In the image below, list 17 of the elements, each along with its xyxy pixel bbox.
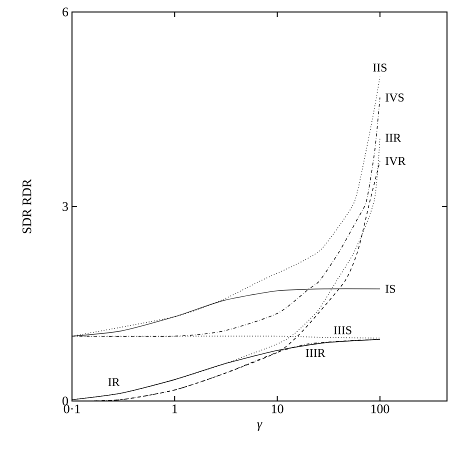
annotation: IVS — [386, 94, 404, 102]
x-tick-label: 0·1 — [64, 404, 80, 414]
y-tick-label: 0 — [62, 396, 68, 406]
y-axis-title: SDR RDR — [22, 178, 32, 234]
y-tick-label: 3 — [62, 202, 68, 211]
x-tick-label: 100 — [371, 404, 390, 414]
annotation: IVR — [386, 157, 406, 166]
annotation: IR — [108, 378, 120, 386]
annotation: IS — [386, 284, 396, 293]
y-tick-label: 6 — [62, 8, 68, 16]
annotation: IIIR — [306, 349, 326, 357]
x-tick-label: 1 — [172, 404, 178, 414]
annotation: IIR — [386, 134, 402, 142]
x-axis-title: γ — [257, 422, 262, 431]
x-tick-label: 10 — [272, 404, 284, 414]
annotation: IIS — [373, 64, 387, 72]
annotation: IIIS — [334, 326, 352, 334]
